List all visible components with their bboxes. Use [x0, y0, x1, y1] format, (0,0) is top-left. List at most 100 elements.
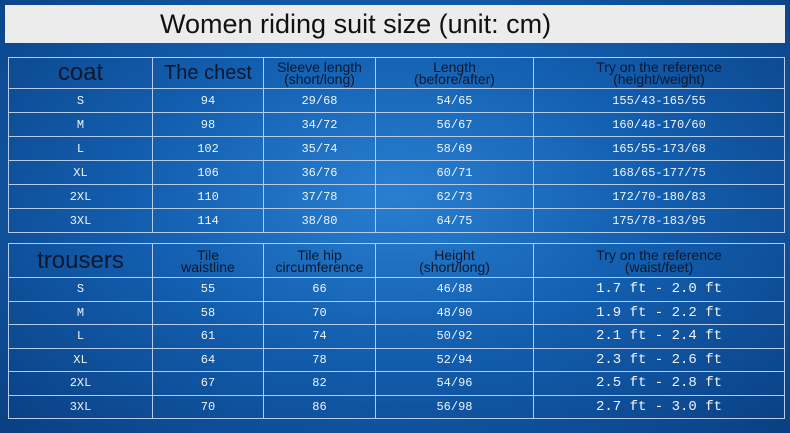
header-text: Height	[434, 246, 475, 263]
cell: 172/70-180/83	[533, 184, 785, 209]
header-text: Try on the reference	[596, 59, 722, 75]
cell: 2XL	[8, 184, 153, 209]
cell: 2.1 ft - 2.4 ft	[533, 324, 785, 349]
cell: 114	[152, 208, 264, 233]
data-row: 2XL 67 82 54/96 2.5 ft - 2.8 ft	[8, 371, 785, 396]
cell: 54/65	[375, 88, 534, 113]
cell: 110	[152, 184, 264, 209]
header-cell: Length (before/after)	[375, 57, 534, 89]
cell: 1.7 ft - 2.0 ft	[533, 277, 785, 302]
table-body: coat The chest Sleeve length (short/long) Le…	[8, 57, 785, 233]
cell: 160/48-170/60	[533, 112, 785, 137]
cell: L	[8, 324, 153, 349]
cell: 74	[263, 324, 376, 349]
data-row: M 98 34/72 56/67 160/48-170/60	[8, 112, 785, 137]
header-text: Try on the reference	[596, 246, 722, 263]
cell: 56/98	[375, 394, 534, 419]
header-row: coat The chest Sleeve length (short/long) Le…	[8, 57, 785, 89]
cell: 58	[152, 300, 264, 325]
cell: 78	[263, 347, 376, 372]
header-text: Sleeve length	[277, 59, 362, 75]
cell: 62/73	[375, 184, 534, 209]
cell: L	[8, 136, 153, 161]
header-text: (before/after)	[414, 71, 495, 87]
header-cell: trousers	[8, 243, 153, 278]
cell: 155/43-165/55	[533, 88, 785, 113]
cell: M	[8, 112, 153, 137]
cell: XL	[8, 347, 153, 372]
coat-table: coat The chest Sleeve length (short/long) Le…	[8, 57, 785, 233]
table-body: trousers Tile waistline Tile hip circumferen…	[8, 243, 785, 419]
cell: 52/94	[375, 347, 534, 372]
cell: 50/92	[375, 324, 534, 349]
header-cell: Tile waistline	[152, 243, 264, 278]
data-row: 3XL 70 86 56/98 2.7 ft - 3.0 ft	[8, 394, 785, 419]
data-row: 2XL 110 37/78 62/73 172/70-180/83	[8, 184, 785, 209]
cell: 60/71	[375, 160, 534, 185]
cell: 56/67	[375, 112, 534, 137]
cell: 64/75	[375, 208, 534, 233]
header-cell: coat	[8, 57, 153, 89]
cell: 35/74	[263, 136, 376, 161]
header-text: (short/long)	[284, 71, 355, 87]
cell: 61	[152, 324, 264, 349]
data-row: S 55 66 46/88 1.7 ft - 2.0 ft	[8, 277, 785, 302]
cell: 58/69	[375, 136, 534, 161]
cell: 2XL	[8, 371, 153, 396]
cell: 3XL	[8, 208, 153, 233]
cell: 2.7 ft - 3.0 ft	[533, 394, 785, 419]
header-cell: Try on the reference (height/weight)	[533, 57, 785, 89]
data-row: S 94 29/68 54/65 155/43-165/55	[8, 88, 785, 113]
header-text: (short/long)	[419, 258, 490, 275]
cell: 3XL	[8, 394, 153, 419]
data-row: L 61 74 50/92 2.1 ft - 2.4 ft	[8, 324, 785, 349]
cell: 37/78	[263, 184, 376, 209]
header-cell: Sleeve length (short/long)	[263, 57, 376, 89]
cell: 1.9 ft - 2.2 ft	[533, 300, 785, 325]
cell: 165/55-173/68	[533, 136, 785, 161]
cell: 48/90	[375, 300, 534, 325]
cell: S	[8, 277, 153, 302]
cell: 29/68	[263, 88, 376, 113]
cell: XL	[8, 160, 153, 185]
cell: 102	[152, 136, 264, 161]
trousers-table: trousers Tile waistline Tile hip circumferen…	[8, 243, 785, 419]
cell: M	[8, 300, 153, 325]
cell: 36/76	[263, 160, 376, 185]
header-text: (height/weight)	[613, 71, 705, 87]
header-text: Tile hip	[297, 246, 342, 263]
cell: 2.3 ft - 2.6 ft	[533, 347, 785, 372]
cell: 54/96	[375, 371, 534, 396]
data-row: XL 106 36/76 60/71 168/65-177/75	[8, 160, 785, 185]
cell: 64	[152, 347, 264, 372]
header-cell: The chest	[152, 57, 264, 89]
cell: 38/80	[263, 208, 376, 233]
header-text: trousers	[37, 246, 124, 274]
header-text: waistline	[181, 258, 235, 275]
title: Women riding suit size (unit: cm)	[5, 5, 785, 43]
cell: 34/72	[263, 112, 376, 137]
header-cell: Height (short/long)	[375, 243, 534, 278]
cell: 67	[152, 371, 264, 396]
header-text: circumference	[275, 258, 364, 275]
data-row: M 58 70 48/90 1.9 ft - 2.2 ft	[8, 300, 785, 325]
cell: 2.5 ft - 2.8 ft	[533, 371, 785, 396]
cell: 66	[263, 277, 376, 302]
cell: 70	[263, 300, 376, 325]
cell: 82	[263, 371, 376, 396]
data-row: L 102 35/74 58/69 165/55-173/68	[8, 136, 785, 161]
header-text: (waist/feet)	[624, 258, 694, 275]
cell: 46/88	[375, 277, 534, 302]
cell: 86	[263, 394, 376, 419]
cell: 55	[152, 277, 264, 302]
header-text: coat	[57, 59, 104, 86]
cell: 106	[152, 160, 264, 185]
cell: 94	[152, 88, 264, 113]
header-text: Tile	[196, 246, 220, 263]
cell: 175/78-183/95	[533, 208, 785, 233]
header-cell: Try on the reference (waist/feet)	[533, 243, 785, 278]
cell: 168/65-177/75	[533, 160, 785, 185]
cell: 70	[152, 394, 264, 419]
cell: 98	[152, 112, 264, 137]
